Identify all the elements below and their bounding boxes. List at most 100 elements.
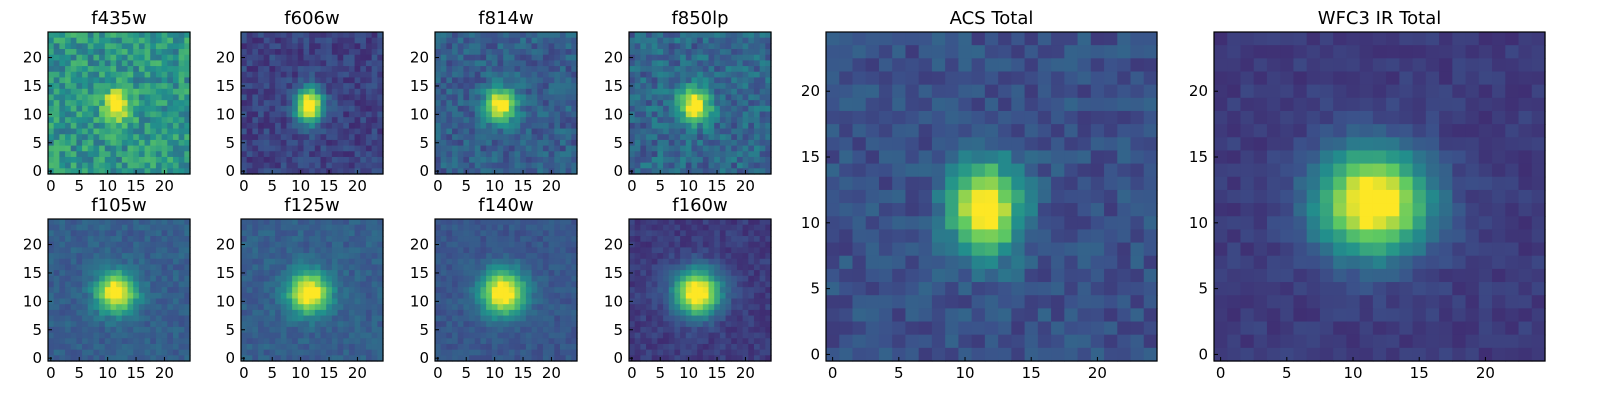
heatmap-cell — [719, 264, 727, 271]
heatmap-cell — [87, 304, 95, 311]
heatmap-cell — [497, 88, 504, 96]
heatmap-cell — [155, 241, 163, 248]
heatmap-cell — [651, 117, 658, 124]
heatmap-cell — [297, 264, 305, 271]
heatmap-cell — [150, 134, 157, 141]
heatmap-cell — [371, 43, 378, 50]
heatmap-cell — [104, 117, 112, 124]
heatmap-cell — [663, 145, 670, 152]
heatmap-cell — [326, 71, 333, 79]
heatmap-cell — [525, 128, 533, 135]
heatmap-cell — [759, 230, 766, 237]
heatmap-cell — [537, 145, 544, 152]
heatmap-cell — [331, 111, 339, 118]
heatmap-cell — [155, 88, 163, 96]
heatmap-cell — [155, 253, 163, 260]
heatmap-cell — [708, 54, 715, 61]
heatmap-cell — [446, 349, 453, 356]
heatmap-cell — [680, 224, 687, 231]
heatmap-cell — [531, 224, 538, 231]
heatmap-cell — [674, 66, 681, 73]
heatmap-cell — [457, 247, 464, 254]
heatmap-cell — [70, 83, 77, 90]
heatmap-cell — [252, 326, 259, 334]
heatmap-cell — [275, 270, 282, 277]
heatmap-cell — [269, 326, 276, 334]
heatmap-cell — [685, 156, 693, 164]
heatmap-cell — [742, 247, 749, 254]
heatmap-cell — [184, 258, 191, 266]
heatmap-cell — [252, 219, 259, 226]
heatmap-cell — [354, 219, 361, 226]
heatmap-cell — [640, 71, 647, 79]
heatmap-cell — [469, 134, 476, 141]
heatmap-cell — [309, 264, 316, 271]
heatmap-cell — [742, 77, 749, 84]
heatmap-cell — [742, 134, 749, 141]
heatmap-cell — [309, 247, 316, 254]
heatmap-cell — [554, 241, 561, 248]
heatmap-cell — [343, 83, 350, 90]
heatmap-cell — [121, 343, 129, 351]
heatmap-cell — [348, 54, 356, 61]
heatmap-cell — [446, 162, 453, 169]
heatmap-cell — [680, 77, 687, 84]
heatmap-cell — [685, 128, 693, 135]
heatmap-cell — [161, 105, 168, 113]
heatmap-cell — [280, 326, 288, 334]
heatmap-cell — [377, 32, 384, 39]
heatmap-cell — [377, 338, 384, 345]
heatmap-cell — [292, 241, 299, 248]
heatmap-cell — [571, 355, 578, 362]
heatmap-cell — [252, 60, 259, 67]
heatmap-cell — [377, 139, 384, 147]
heatmap-cell — [331, 270, 339, 277]
heatmap-cell — [258, 338, 265, 345]
heatmap-cell — [714, 66, 721, 73]
heatmap-cell — [178, 122, 185, 130]
heatmap-cell — [365, 43, 373, 50]
heatmap-cell — [286, 117, 293, 124]
heatmap-cell — [668, 258, 676, 266]
heatmap-cell — [708, 236, 715, 243]
heatmap-cell — [280, 343, 288, 351]
heatmap-cell — [742, 281, 749, 288]
heatmap-cell — [286, 94, 293, 101]
x-tick-label: 20 — [155, 177, 174, 195]
heatmap-cell — [184, 94, 191, 101]
heatmap-cell — [629, 49, 636, 56]
heatmap-cell — [503, 156, 510, 164]
heatmap-cell — [497, 247, 504, 254]
heatmap-cell — [59, 83, 66, 90]
heatmap-cell — [138, 224, 146, 231]
heatmap-cell — [65, 32, 72, 39]
heatmap-cell — [486, 77, 493, 84]
heatmap-cell — [491, 230, 499, 237]
heatmap-cell — [697, 264, 704, 271]
heatmap-cell — [440, 332, 447, 339]
heatmap-cell — [457, 219, 464, 226]
heatmap-cell — [503, 139, 510, 147]
heatmap-cell — [714, 304, 721, 311]
heatmap-cell — [104, 83, 112, 90]
heatmap-cell — [150, 338, 157, 345]
heatmap-cell — [554, 309, 561, 317]
heatmap-cell — [127, 321, 134, 328]
x-tick-label: 5 — [74, 177, 84, 195]
heatmap-cell — [320, 321, 327, 328]
heatmap-cell — [520, 224, 527, 231]
heatmap-cell — [457, 230, 464, 237]
heatmap-cell — [93, 326, 100, 334]
heatmap-cell — [116, 151, 123, 158]
heatmap-cell — [753, 304, 761, 311]
heatmap-cell — [104, 349, 112, 356]
heatmap-cell — [167, 88, 174, 96]
heatmap-cell — [657, 315, 664, 322]
heatmap-cell — [742, 117, 749, 124]
heatmap-cell — [70, 343, 77, 351]
heatmap-cell — [252, 332, 259, 339]
heatmap-cell — [680, 304, 687, 311]
heatmap-cell — [548, 156, 555, 164]
heatmap-cell — [326, 37, 333, 44]
heatmap-cell — [668, 100, 676, 107]
